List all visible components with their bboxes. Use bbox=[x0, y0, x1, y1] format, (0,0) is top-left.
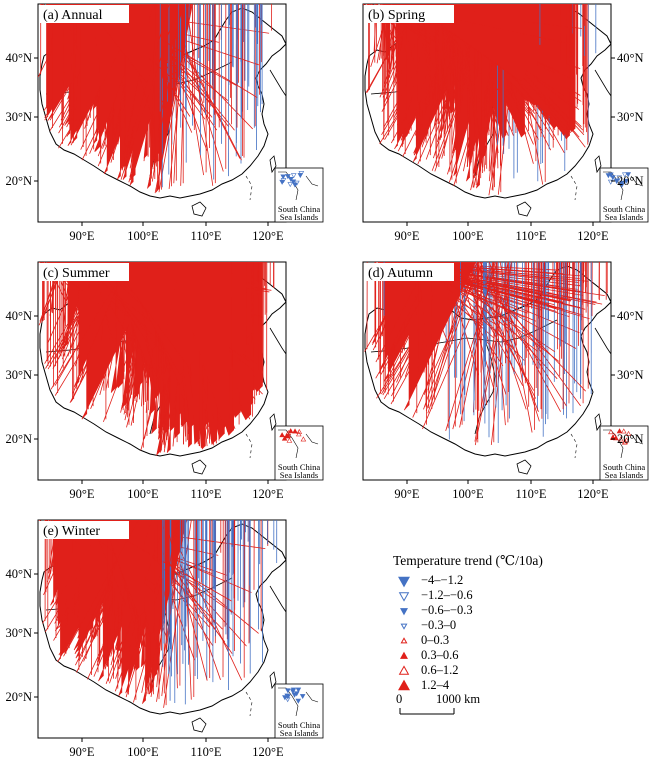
scale-label-km: 1000 km bbox=[436, 692, 480, 706]
lon-tick-label: 90°E bbox=[394, 487, 419, 501]
legend-item-label: 0–0.3 bbox=[421, 633, 449, 648]
legend-item-label: −4–−1.2 bbox=[421, 573, 463, 588]
lat-tick-label: 20°N bbox=[617, 432, 644, 446]
inset-label-line2: Sea Islands bbox=[280, 728, 318, 738]
legend-item: −0.6–−0.3 bbox=[393, 603, 633, 618]
lon-tick-label: 120°E bbox=[252, 487, 284, 501]
up-triangle-icon bbox=[393, 649, 415, 663]
panel-title: (b) Spring bbox=[368, 8, 425, 23]
lat-tick-label: 40°N bbox=[617, 51, 644, 65]
down-triangle-icon bbox=[393, 589, 415, 603]
panel-title: (d) Autumn bbox=[368, 266, 433, 281]
inset-label-line2: Sea Islands bbox=[280, 470, 318, 480]
panel-title: (a) Annual bbox=[43, 8, 103, 23]
lat-tick-label: 20°N bbox=[5, 174, 32, 188]
lon-tick-label: 90°E bbox=[69, 229, 94, 243]
legend-item: 0.3–0.6 bbox=[393, 648, 633, 663]
scale-label-zero: 0 bbox=[396, 692, 402, 706]
lat-tick-label: 30°N bbox=[5, 110, 32, 124]
legend-item-label: 0.6–1.2 bbox=[421, 663, 459, 678]
lon-tick-label: 100°E bbox=[452, 487, 484, 501]
lon-tick-label: 120°E bbox=[252, 229, 284, 243]
lat-tick-label: 30°N bbox=[617, 368, 644, 382]
lat-tick-label: 40°N bbox=[617, 309, 644, 323]
inset-label-line2: Sea Islands bbox=[280, 212, 318, 222]
lon-tick-label: 110°E bbox=[191, 745, 222, 759]
down-triangle-icon bbox=[393, 604, 415, 618]
lon-tick-label: 100°E bbox=[127, 745, 159, 759]
lon-tick-label: 90°E bbox=[394, 229, 419, 243]
up-triangle-icon bbox=[393, 664, 415, 678]
lon-tick-label: 90°E bbox=[69, 487, 94, 501]
lon-tick-label: 120°E bbox=[252, 745, 284, 759]
legend-item-label: 0.3–0.6 bbox=[421, 648, 459, 663]
legend-item-label: −0.3–0 bbox=[421, 618, 456, 633]
lon-tick-label: 120°E bbox=[577, 487, 609, 501]
lat-tick-label: 40°N bbox=[5, 309, 32, 323]
lon-tick-label: 100°E bbox=[452, 229, 484, 243]
lat-tick-label: 40°N bbox=[5, 567, 32, 581]
lat-tick-label: 30°N bbox=[617, 110, 644, 124]
panel-title: (c) Summer bbox=[43, 266, 110, 281]
legend: Temperature trend (℃/10a) −4–−1.2−1.2–−0… bbox=[393, 553, 633, 693]
lat-tick-label: 40°N bbox=[5, 51, 32, 65]
legend-item-label: −1.2–−0.6 bbox=[421, 588, 473, 603]
down-triangle-icon bbox=[393, 619, 415, 633]
lat-tick-label: 20°N bbox=[617, 174, 644, 188]
lon-tick-label: 100°E bbox=[127, 229, 159, 243]
inset-label-line2: Sea Islands bbox=[605, 212, 643, 222]
legend-item-label: −0.6–−0.3 bbox=[421, 603, 473, 618]
lat-tick-label: 30°N bbox=[5, 626, 32, 640]
panel-title: (e) Winter bbox=[43, 524, 100, 539]
lon-tick-label: 100°E bbox=[127, 487, 159, 501]
legend-item: −1.2–−0.6 bbox=[393, 588, 633, 603]
legend-item: 0–0.3 bbox=[393, 633, 633, 648]
lat-tick-label: 20°N bbox=[5, 690, 32, 704]
legend-item: −4–−1.2 bbox=[393, 573, 633, 588]
lon-tick-label: 110°E bbox=[191, 229, 222, 243]
legend-item: −0.3–0 bbox=[393, 618, 633, 633]
scale-bar: 0 1000 km bbox=[392, 690, 492, 730]
lon-tick-label: 90°E bbox=[69, 745, 94, 759]
lat-tick-label: 20°N bbox=[5, 432, 32, 446]
lon-tick-label: 110°E bbox=[516, 487, 547, 501]
legend-item: 0.6–1.2 bbox=[393, 663, 633, 678]
lon-tick-label: 120°E bbox=[577, 229, 609, 243]
lat-tick-label: 30°N bbox=[5, 368, 32, 382]
inset-label-line2: Sea Islands bbox=[605, 470, 643, 480]
down-triangle-icon bbox=[393, 574, 415, 588]
lon-tick-label: 110°E bbox=[516, 229, 547, 243]
up-triangle-icon bbox=[393, 634, 415, 648]
lon-tick-label: 110°E bbox=[191, 487, 222, 501]
legend-title: Temperature trend (℃/10a) bbox=[393, 553, 633, 569]
